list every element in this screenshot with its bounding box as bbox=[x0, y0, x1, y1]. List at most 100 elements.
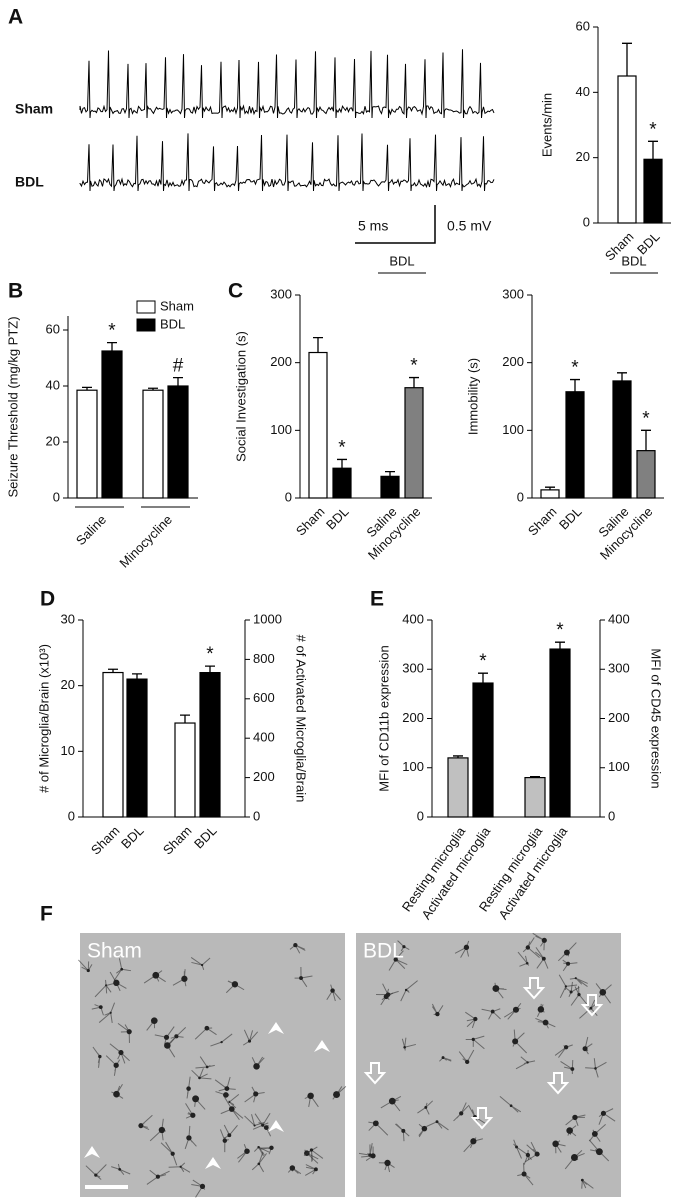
texture bbox=[224, 1086, 230, 1091]
y-tick-label: 400 bbox=[402, 611, 424, 626]
texture bbox=[223, 1092, 229, 1098]
texture bbox=[244, 1086, 265, 1103]
texture bbox=[228, 1106, 235, 1112]
texture bbox=[184, 1125, 197, 1150]
texture bbox=[257, 1145, 260, 1149]
texture bbox=[439, 1057, 452, 1062]
texture bbox=[557, 942, 577, 962]
texture bbox=[143, 970, 166, 984]
texture bbox=[517, 1162, 534, 1186]
texture bbox=[98, 1005, 103, 1009]
texture bbox=[113, 979, 120, 987]
texture bbox=[223, 1124, 238, 1139]
texture bbox=[574, 977, 577, 980]
texture bbox=[251, 1152, 267, 1173]
texture bbox=[293, 942, 298, 948]
texture bbox=[228, 1100, 231, 1103]
texture bbox=[570, 1067, 575, 1071]
y-tick-label: 20 bbox=[46, 433, 60, 448]
texture bbox=[580, 1178, 584, 1182]
texture bbox=[563, 949, 570, 956]
y-axis-label: # of Microglia/Brain (x10³) bbox=[36, 644, 51, 793]
y2-axis-label: MFI of CD45 expression bbox=[649, 648, 664, 788]
texture bbox=[358, 1143, 373, 1156]
arrowhead bbox=[268, 1120, 284, 1132]
texture bbox=[435, 1011, 440, 1017]
bar bbox=[404, 387, 424, 499]
texture bbox=[155, 1174, 160, 1179]
texture bbox=[591, 1130, 598, 1137]
texture bbox=[210, 1033, 233, 1047]
y2-tick-label: 200 bbox=[608, 710, 630, 725]
bar bbox=[308, 351, 328, 499]
texture bbox=[598, 1108, 616, 1125]
texture bbox=[582, 1046, 588, 1052]
annotation: * bbox=[479, 651, 487, 672]
texture bbox=[524, 1141, 538, 1163]
y2-tick-label: 300 bbox=[608, 661, 630, 676]
y-axis-label: Events/min bbox=[539, 93, 554, 157]
texture bbox=[378, 1162, 395, 1173]
texture bbox=[195, 1056, 215, 1069]
texture bbox=[522, 937, 540, 959]
texture bbox=[253, 1063, 260, 1070]
scale-bar bbox=[355, 205, 436, 244]
texture bbox=[566, 1127, 573, 1134]
annotation: * bbox=[556, 620, 564, 641]
bar bbox=[524, 776, 546, 818]
texture bbox=[380, 1095, 402, 1112]
y-tick-label: 20 bbox=[576, 149, 590, 164]
texture bbox=[515, 1145, 518, 1149]
texture bbox=[566, 961, 571, 966]
arrow bbox=[580, 994, 604, 1017]
bar bbox=[612, 380, 632, 499]
texture bbox=[146, 1169, 170, 1185]
texture bbox=[570, 985, 589, 1007]
texture bbox=[481, 1008, 501, 1020]
texture bbox=[599, 989, 607, 996]
x-tick-label: Sham bbox=[525, 504, 560, 539]
y2-tick-label: 400 bbox=[608, 611, 630, 626]
texture bbox=[388, 950, 408, 971]
texture bbox=[160, 1141, 178, 1166]
panel-label: D bbox=[40, 588, 55, 611]
texture bbox=[299, 976, 303, 980]
image-label: Sham bbox=[87, 940, 142, 963]
texture bbox=[499, 1095, 522, 1113]
error-bar bbox=[205, 665, 215, 673]
texture bbox=[247, 1039, 252, 1043]
legend-swatch bbox=[136, 300, 156, 314]
texture bbox=[113, 1090, 120, 1098]
texture bbox=[244, 1114, 265, 1127]
texture bbox=[417, 1100, 434, 1115]
texture bbox=[402, 945, 406, 949]
texture bbox=[289, 944, 306, 954]
texture bbox=[401, 1037, 416, 1051]
error-bar bbox=[385, 470, 395, 477]
y2-tick-label: 200 bbox=[253, 769, 275, 784]
texture bbox=[454, 940, 470, 958]
bar bbox=[565, 391, 585, 499]
texture bbox=[370, 1153, 376, 1159]
texture bbox=[512, 1038, 519, 1045]
texture bbox=[595, 983, 612, 1004]
annotation: * bbox=[410, 356, 418, 377]
texture bbox=[585, 1058, 607, 1078]
x-tick-label: Saline bbox=[73, 512, 109, 548]
error-bar bbox=[337, 458, 347, 469]
y-tick-label: 300 bbox=[502, 286, 524, 301]
texture bbox=[326, 984, 341, 1002]
texture bbox=[563, 1045, 569, 1050]
texture bbox=[564, 985, 568, 988]
error-bar bbox=[107, 341, 117, 351]
y-tick-label: 30 bbox=[61, 611, 75, 626]
texture bbox=[577, 992, 581, 997]
texture bbox=[242, 1029, 259, 1046]
annotation: * bbox=[649, 119, 657, 140]
legend-label: BDL bbox=[160, 316, 185, 331]
y-tick-label: 0 bbox=[517, 489, 524, 504]
y2-tick-label: 600 bbox=[253, 690, 275, 705]
texture bbox=[569, 977, 588, 987]
texture bbox=[515, 1056, 536, 1070]
texture bbox=[253, 1091, 259, 1097]
